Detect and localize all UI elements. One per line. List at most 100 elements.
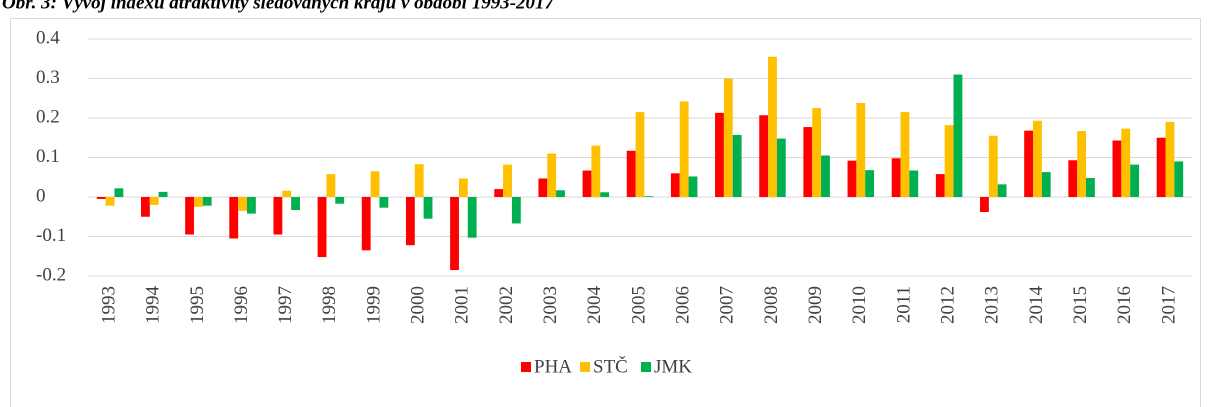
legend-swatch <box>641 362 651 372</box>
bar <box>953 74 963 197</box>
legend-label: PHA <box>534 356 572 377</box>
x-tick-label: 2002 <box>496 286 517 324</box>
bar <box>723 78 733 197</box>
bar <box>140 197 150 217</box>
bar <box>600 192 610 197</box>
bar <box>935 174 945 197</box>
bar <box>556 190 565 197</box>
bar <box>1165 121 1175 197</box>
bar <box>1121 128 1131 197</box>
bar <box>423 197 433 219</box>
bar <box>158 191 168 197</box>
bar <box>909 170 919 197</box>
y-tick-label: 0.1 <box>36 146 60 167</box>
bar <box>494 189 504 197</box>
bar <box>1174 161 1184 197</box>
bar <box>847 160 857 197</box>
bar <box>759 115 769 197</box>
bar <box>1086 178 1095 197</box>
bar <box>1156 137 1166 197</box>
bar <box>1033 120 1042 197</box>
chart-frame <box>10 18 1201 407</box>
x-tick-label: 2016 <box>1114 286 1135 324</box>
bar <box>335 197 345 204</box>
bar <box>688 176 698 197</box>
bar <box>238 197 247 211</box>
bar <box>96 197 106 199</box>
legend-label: JMK <box>654 356 692 377</box>
bar <box>626 150 636 197</box>
bar <box>414 164 424 197</box>
bar <box>1041 172 1051 197</box>
bar <box>856 102 866 197</box>
y-tick-label: -0.2 <box>36 264 66 285</box>
bar <box>644 196 654 197</box>
y-tick-label: 0 <box>36 185 46 206</box>
bar <box>670 173 680 197</box>
x-tick-label: 1995 <box>187 286 208 324</box>
x-tick-label: 2001 <box>452 286 473 324</box>
bar <box>988 135 998 197</box>
bar <box>511 197 521 224</box>
bar <box>865 170 875 197</box>
x-tick-label: 2009 <box>805 286 826 324</box>
bar <box>776 138 786 197</box>
bar <box>582 170 592 197</box>
x-tick-label: 2011 <box>893 286 914 323</box>
bar <box>768 56 777 198</box>
bar <box>997 184 1007 197</box>
x-tick-label: 1999 <box>363 286 384 324</box>
bar <box>900 112 910 197</box>
y-tick-label: 0.3 <box>36 67 60 88</box>
bar <box>202 197 212 206</box>
bar <box>538 178 548 197</box>
bar <box>591 145 601 197</box>
bar <box>326 174 336 197</box>
x-tick-label: 2004 <box>584 286 605 325</box>
x-tick-label: 2006 <box>673 286 694 324</box>
bar <box>361 197 371 251</box>
bar <box>821 155 830 197</box>
bar <box>193 197 203 207</box>
bar <box>114 188 124 197</box>
x-tick-label: 2000 <box>408 286 429 324</box>
bar <box>980 197 989 213</box>
bar <box>149 197 159 205</box>
legend-label: STČ <box>593 355 628 377</box>
y-tick-label: 0.2 <box>36 106 60 127</box>
bar <box>273 197 283 235</box>
x-tick-label: 2017 <box>1158 286 1179 324</box>
x-tick-label: 2008 <box>761 286 782 324</box>
x-tick-label: 1994 <box>143 286 164 325</box>
bar <box>503 164 512 197</box>
bar <box>405 197 415 246</box>
bar <box>1024 130 1034 197</box>
bar <box>891 158 901 197</box>
bar <box>635 112 645 197</box>
bar <box>1077 131 1087 197</box>
bar <box>379 197 389 208</box>
x-tick-label: 1997 <box>275 286 296 324</box>
chart-title: Obr. 3: Vývoj indexu atraktivity sledova… <box>2 0 556 13</box>
y-tick-label: 0.4 <box>36 27 60 48</box>
x-tick-label: 2014 <box>1026 286 1047 325</box>
bar <box>282 190 292 197</box>
bar <box>803 127 813 197</box>
bar <box>1130 164 1140 197</box>
legend-swatch <box>580 362 590 372</box>
bar <box>1068 160 1078 197</box>
x-tick-label: 2003 <box>540 286 561 324</box>
x-tick-label: 2013 <box>982 286 1003 324</box>
x-tick-label: 1993 <box>98 286 119 324</box>
bar <box>679 101 689 197</box>
bar <box>105 197 115 206</box>
bar <box>944 125 954 197</box>
bar <box>450 197 459 271</box>
legend-swatch <box>521 362 531 372</box>
x-tick-label: 2007 <box>717 286 738 324</box>
x-tick-label: 1998 <box>319 286 340 324</box>
bar <box>185 197 194 235</box>
bar <box>812 108 822 197</box>
